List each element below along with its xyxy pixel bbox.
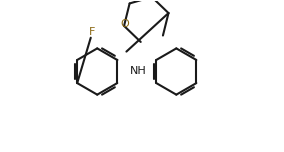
Text: NH: NH bbox=[130, 66, 147, 76]
Text: F: F bbox=[89, 27, 96, 37]
Text: O: O bbox=[121, 19, 130, 29]
